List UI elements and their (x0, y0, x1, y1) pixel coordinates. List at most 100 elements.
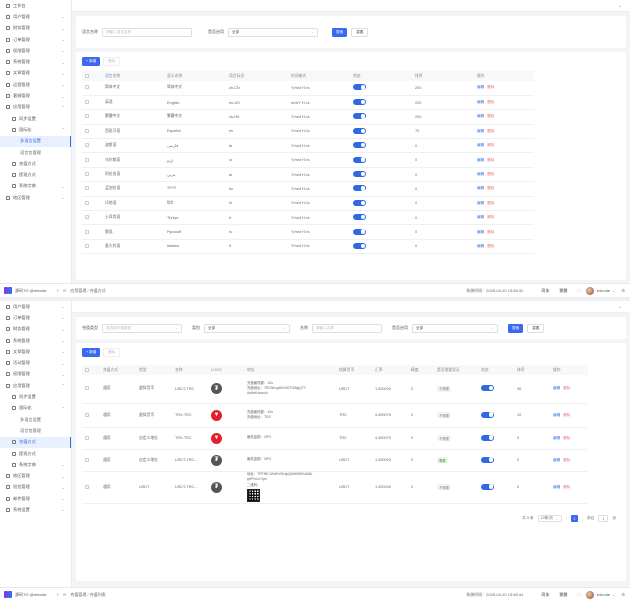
delete-link[interactable]: 删除 (487, 128, 495, 133)
sidebar-item[interactable]: 用户管理 ⌄ (0, 11, 71, 22)
status-select[interactable]: 全部 ⌄ (412, 323, 498, 333)
sidebar-item[interactable]: 地区管理 ⌄ (0, 470, 71, 481)
status-toggle[interactable] (353, 214, 366, 221)
page-size-select[interactable]: 10条/页 ⌄ (537, 515, 562, 522)
sidebar-item[interactable]: 多语言设置 (0, 135, 71, 148)
delete-link[interactable]: 删除 (563, 484, 571, 489)
sidebar-item[interactable]: 系统设置 ⌄ (0, 504, 71, 515)
sidebar-item[interactable]: 地区管理 ⌄ (0, 192, 71, 203)
edit-link[interactable]: 编辑 (477, 215, 485, 220)
edit-link[interactable]: 编辑 (477, 243, 485, 248)
sidebar-item[interactable]: 权限管理 ⌄ (0, 45, 71, 56)
refresh-icon[interactable]: ⟳ (62, 592, 67, 597)
sidebar-item[interactable]: 国际化 ⌃ (0, 124, 71, 135)
tabs-dropdown-icon[interactable]: ⌄ (617, 3, 622, 9)
status-toggle[interactable] (353, 113, 366, 120)
font-switch[interactable]: 繁體 (559, 287, 568, 293)
sidebar-item[interactable]: 短信管理 ⌄ (0, 482, 71, 493)
row-checkbox[interactable] (85, 484, 89, 489)
sidebar-item[interactable]: 语言包管理 (0, 147, 71, 158)
sidebar-item[interactable]: 充值方式 (0, 158, 71, 169)
language-name-input[interactable]: 请输入语言名称 (102, 27, 192, 37)
edit-link[interactable]: 编辑 (553, 412, 561, 417)
recharge-type-select[interactable]: 请选择充值类型 ⌄ (102, 323, 182, 333)
next-page-icon[interactable]: › (582, 516, 584, 521)
edit-link[interactable]: 编辑 (553, 386, 561, 391)
sidebar-item[interactable]: 活动管理 ⌄ (0, 357, 71, 368)
row-checkbox[interactable] (85, 85, 89, 90)
delete-button[interactable]: 删除 (103, 57, 121, 66)
row-checkbox[interactable] (85, 128, 89, 133)
sidebar-item[interactable]: 系统管理 ⌄ (0, 335, 71, 346)
delete-link[interactable]: 删除 (487, 114, 495, 119)
edit-link[interactable]: 编辑 (477, 157, 485, 162)
sidebar-item[interactable]: 客服管理 ⌄ (0, 90, 71, 101)
refresh-icon[interactable]: ⟳ (62, 288, 67, 293)
status-toggle[interactable] (353, 171, 366, 178)
tabs-dropdown-icon[interactable]: ⌄ (617, 304, 622, 310)
status-toggle[interactable] (353, 127, 366, 134)
prev-page-icon[interactable]: ‹ (565, 516, 568, 521)
delete-link[interactable]: 删除 (563, 435, 571, 440)
row-checkbox[interactable] (85, 100, 89, 105)
menu-toggle-icon[interactable]: ≡ (56, 592, 59, 597)
avatar[interactable] (586, 590, 595, 599)
sidebar-item[interactable]: 应用管理 ⌃ (0, 380, 71, 391)
delete-link[interactable]: 删除 (487, 186, 495, 191)
row-checkbox[interactable] (85, 200, 89, 205)
delete-link[interactable]: 删除 (487, 243, 495, 248)
sidebar-item[interactable]: 财务管理 ⌄ (0, 324, 71, 335)
delete-link[interactable]: 删除 (487, 100, 495, 105)
sidebar-item[interactable]: 国际化 ⌃ (0, 403, 71, 414)
search-button[interactable]: 搜索 (508, 323, 524, 333)
edit-link[interactable]: 编辑 (477, 186, 485, 191)
status-toggle[interactable] (353, 185, 366, 192)
reset-button[interactable]: 重置 (351, 27, 369, 37)
row-checkbox[interactable] (85, 229, 89, 234)
delete-link[interactable]: 删除 (563, 386, 571, 391)
add-button[interactable]: + 新增 (82, 348, 101, 357)
edit-link[interactable]: 编辑 (553, 484, 561, 489)
edit-link[interactable]: 编辑 (477, 100, 485, 105)
edit-link[interactable]: 编辑 (477, 143, 485, 148)
status-toggle[interactable] (353, 142, 366, 149)
delete-link[interactable]: 删除 (487, 200, 495, 205)
delete-link[interactable]: 删除 (487, 172, 495, 177)
row-checkbox[interactable] (85, 186, 89, 191)
edit-link[interactable]: 编辑 (553, 435, 561, 440)
delete-button[interactable]: 删除 (103, 348, 121, 357)
edit-link[interactable]: 编辑 (477, 128, 485, 133)
sidebar-item[interactable]: 财务管理 ⌄ (0, 23, 71, 34)
username[interactable]: mlcode (597, 288, 611, 293)
row-checkbox[interactable] (85, 386, 89, 391)
sidebar-item[interactable]: 运营管理 ⌄ (0, 79, 71, 90)
reset-button[interactable]: 重置 (527, 323, 545, 333)
edit-link[interactable]: 编辑 (477, 114, 485, 119)
delete-link[interactable]: 删除 (487, 85, 495, 90)
row-checkbox[interactable] (85, 215, 89, 220)
page-number[interactable]: 1 (571, 515, 579, 522)
sidebar-item[interactable]: 邮件管理 ⌄ (0, 493, 71, 504)
sidebar-item[interactable]: 文章管理 ⌄ (0, 346, 71, 357)
status-toggle[interactable] (353, 99, 366, 106)
goto-page-input[interactable]: 1 (598, 515, 609, 522)
delete-link[interactable]: 删除 (487, 143, 495, 148)
fullscreen-icon[interactable]: ⛶ (577, 288, 581, 293)
sidebar-item[interactable]: 订单管理 ⌄ (0, 312, 71, 323)
status-toggle[interactable] (481, 483, 494, 490)
name-input[interactable]: 请输入名称 (312, 323, 382, 333)
status-toggle[interactable] (353, 242, 366, 249)
sidebar-item[interactable]: 订单管理 ⌄ (0, 34, 71, 45)
sidebar-item[interactable]: 应用管理 ⌃ (0, 102, 71, 113)
row-checkbox[interactable] (85, 435, 89, 440)
row-checkbox[interactable] (85, 172, 89, 177)
username[interactable]: mlcode (597, 592, 611, 597)
avatar[interactable] (586, 286, 595, 295)
edit-link[interactable]: 编辑 (477, 229, 485, 234)
edit-link[interactable]: 编辑 (477, 172, 485, 177)
delete-link[interactable]: 删除 (563, 412, 571, 417)
delete-link[interactable]: 删除 (487, 157, 495, 162)
status-toggle[interactable] (353, 199, 366, 206)
status-toggle[interactable] (353, 228, 366, 235)
language-switch[interactable]: 简体 (541, 591, 550, 597)
